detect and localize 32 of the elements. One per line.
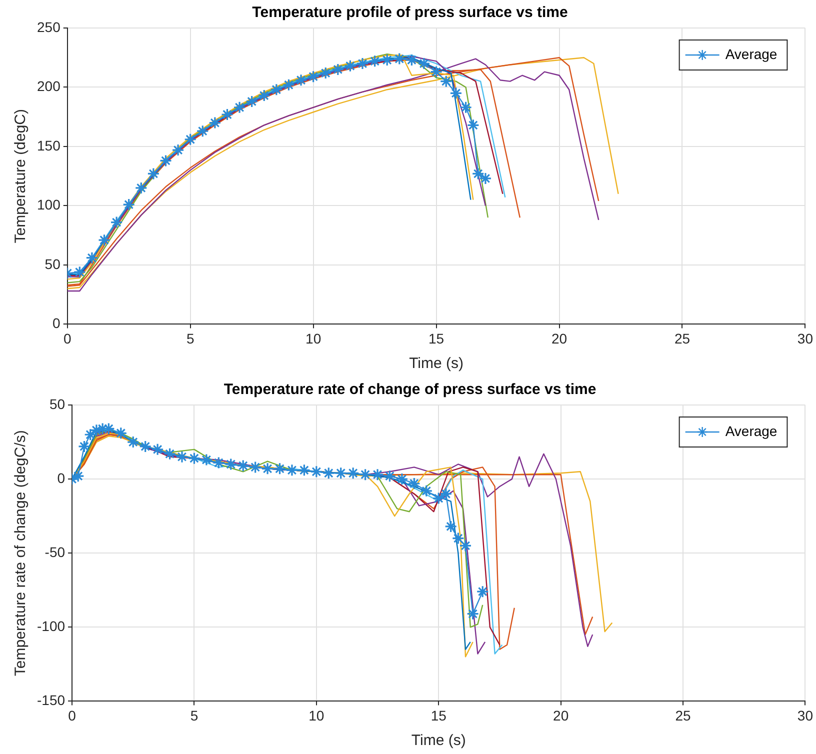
y-tick-label: 50 xyxy=(44,256,61,272)
y-tick-label: 50 xyxy=(49,396,66,412)
y-tick-label: -150 xyxy=(36,692,66,708)
x-tick-label: 30 xyxy=(797,707,814,724)
y-axis-title: Temperature (degC) xyxy=(12,108,30,244)
x-tick-label: 20 xyxy=(551,330,568,346)
x-tick-label: 5 xyxy=(186,330,194,346)
y-tick-label: 250 xyxy=(37,18,61,35)
y-tick-label: 0 xyxy=(57,470,66,486)
y-tick-label: 100 xyxy=(37,196,61,213)
x-tick-label: 25 xyxy=(675,707,692,724)
y-axis-title: Temperature rate of change (degC/s) xyxy=(12,430,30,676)
x-tick-label: 20 xyxy=(553,707,569,724)
y-tick-label: 150 xyxy=(37,137,61,154)
x-tick-label: 10 xyxy=(308,707,324,724)
x-tick-label: 5 xyxy=(190,707,198,724)
y-tick-label: 200 xyxy=(37,78,61,94)
x-tick-label: 15 xyxy=(430,707,447,724)
y-tick-label: 0 xyxy=(52,315,61,332)
y-tick-label: -50 xyxy=(44,544,66,560)
chart-title: Temperature profile of press surface vs time xyxy=(252,4,568,22)
x-tick-label: 30 xyxy=(797,330,814,346)
chart-title: Temperature rate of change of press surface vs time xyxy=(224,381,596,398)
x-tick-label: 25 xyxy=(674,330,690,346)
y-tick-label: -100 xyxy=(36,618,66,634)
x-axis-title: Time (s) xyxy=(411,732,466,750)
x-axis-title: Time (s) xyxy=(409,355,464,372)
legend-label: Average xyxy=(725,46,778,62)
x-tick-label: 10 xyxy=(306,330,322,346)
x-tick-label: 0 xyxy=(68,707,76,724)
legend-label: Average xyxy=(725,422,778,439)
x-tick-label: 15 xyxy=(428,330,444,346)
